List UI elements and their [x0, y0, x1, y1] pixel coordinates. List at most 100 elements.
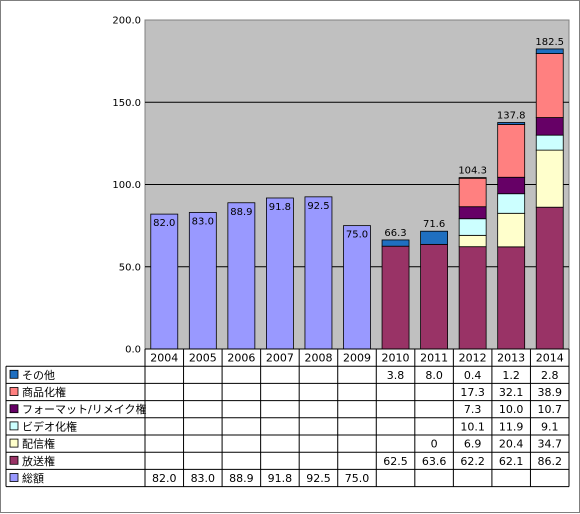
bar-total-label: 91.8 — [269, 202, 291, 213]
x-tick-label: 2011 — [420, 352, 448, 365]
legend-swatch — [9, 438, 19, 448]
table-cell-value: 83.0 — [191, 472, 216, 485]
bar-total-label: 137.8 — [497, 110, 526, 121]
bar-total-label: 71.6 — [423, 219, 445, 230]
bar-segment — [497, 193, 526, 214]
bar-segment — [458, 206, 487, 220]
bar-total-label: 88.9 — [230, 207, 252, 218]
table-cell-value: 63.6 — [422, 455, 447, 468]
legend-swatch — [9, 455, 19, 465]
table-cell-value: 10.0 — [499, 403, 524, 416]
table-cell-value: 10.7 — [537, 403, 562, 416]
bar-segment — [497, 246, 526, 350]
x-tick-label: 2004 — [150, 352, 178, 365]
x-tick-label: 2009 — [343, 352, 371, 365]
bar-segment — [535, 206, 564, 350]
bar-segment — [381, 245, 410, 350]
bar-segment — [227, 202, 256, 350]
legend-swatch — [9, 421, 19, 431]
table-cell-value: 62.1 — [499, 455, 524, 468]
bar-segment — [458, 218, 487, 236]
legend-label: 放送権 — [22, 454, 55, 468]
bar-segment — [343, 225, 371, 350]
table-cell-value: 7.3 — [464, 403, 482, 416]
legend-label: 総額 — [22, 471, 44, 485]
bar-segment — [458, 234, 487, 248]
bar-segment — [188, 212, 217, 350]
bar-segment — [535, 117, 564, 136]
x-tick-label: 2008 — [304, 352, 332, 365]
bar-segment — [381, 239, 410, 247]
table-cell-value: 11.9 — [499, 420, 524, 433]
x-tick-label: 2006 — [227, 352, 255, 365]
bar-total-label: 92.5 — [307, 201, 329, 212]
x-tick-label: 2013 — [497, 352, 525, 365]
table-cell-value: 92.5 — [306, 472, 331, 485]
table-cell-value: 82.0 — [152, 472, 177, 485]
bar-total-label: 66.3 — [384, 228, 406, 239]
table-cell-value: 10.1 — [460, 420, 485, 433]
bar-segment — [150, 213, 179, 350]
x-tick-label: 2005 — [189, 352, 217, 365]
table-cell-value: 91.8 — [268, 472, 293, 485]
legend-label: フォーマット/リメイク権 — [22, 402, 147, 416]
bar-segment — [535, 149, 564, 208]
table-cell-value: 8.0 — [425, 369, 443, 382]
table-cell-value: 32.1 — [499, 386, 524, 399]
bar-segment — [458, 177, 487, 179]
legend-swatch — [9, 387, 19, 396]
bar-segment — [458, 246, 487, 350]
bar-segment — [497, 122, 526, 125]
table-cell-value: 9.1 — [541, 420, 559, 433]
table-cell-value: 6.9 — [464, 438, 482, 451]
bar-segment — [458, 177, 487, 208]
table-cell-value: 20.4 — [499, 438, 524, 451]
bar-total-label: 82.0 — [153, 218, 175, 229]
table-cell-value: 2.8 — [541, 369, 559, 382]
legend-swatch — [9, 473, 19, 482]
bar-segment — [266, 197, 294, 350]
legend-swatch — [9, 404, 19, 414]
bar-total-label: 104.3 — [458, 166, 487, 177]
y-tick-label: 200.0 — [112, 16, 141, 27]
bar-segment — [497, 124, 526, 178]
table-cell-value: 88.9 — [229, 472, 254, 485]
bar-total-label: 75.0 — [346, 230, 368, 241]
bar-segment — [535, 48, 564, 54]
table-cell-value: 34.7 — [537, 438, 562, 451]
legend-swatch — [9, 369, 19, 379]
bar-segment — [304, 196, 333, 350]
x-tick-label: 2007 — [266, 352, 294, 365]
bar-total-label: 182.5 — [535, 37, 564, 48]
bar-segment — [497, 212, 526, 248]
table-cell-value: 0.4 — [464, 369, 482, 382]
bar-segment — [420, 230, 448, 245]
bar-segment — [420, 243, 448, 350]
x-tick-label: 2010 — [382, 352, 410, 365]
x-tick-label: 2014 — [536, 352, 564, 365]
table-cell-value: 62.5 — [383, 455, 408, 468]
table-cell-value: 1.2 — [502, 369, 520, 382]
bar-segment — [497, 176, 526, 195]
table-cell-value: 62.2 — [460, 455, 485, 468]
table-cell-value: 86.2 — [537, 455, 562, 468]
bar-segment — [535, 134, 564, 151]
y-tick-label: 0.0 — [125, 345, 141, 356]
x-tick-label: 2012 — [459, 352, 487, 365]
y-tick-label: 100.0 — [112, 180, 141, 191]
table-cell-value: 38.9 — [537, 386, 562, 399]
table-cell-value: 3.8 — [387, 369, 405, 382]
table-cell-value: 0 — [431, 438, 438, 451]
legend-label: その他 — [22, 369, 55, 382]
legend-label: ビデオ化権 — [22, 419, 77, 433]
table-cell-value: 17.3 — [460, 386, 485, 399]
table-cell-value: 75.0 — [345, 472, 370, 485]
legend-label: 商品化権 — [22, 385, 66, 399]
y-tick-label: 150.0 — [112, 98, 141, 109]
bar-segment — [535, 53, 564, 118]
y-tick-label: 50.0 — [119, 262, 141, 273]
legend-label: 配信権 — [22, 437, 55, 451]
bar-total-label: 83.0 — [192, 216, 214, 227]
